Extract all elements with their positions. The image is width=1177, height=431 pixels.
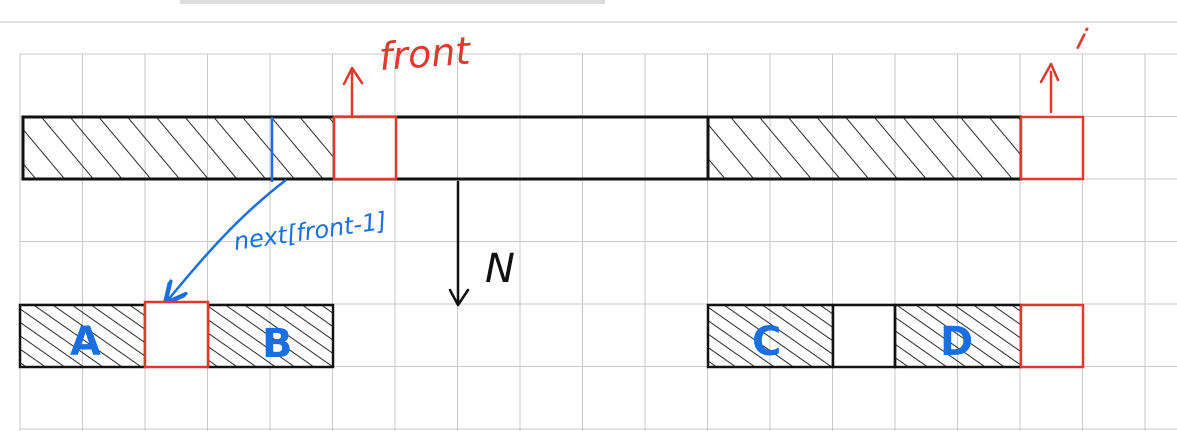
block-d	[893, 303, 1023, 369]
label-d: D	[940, 319, 973, 365]
label-b: B	[262, 321, 293, 367]
top-array-bar	[21, 115, 1085, 182]
bottom-right-group: C D	[706, 303, 1085, 369]
i-label: i	[1073, 22, 1091, 58]
block-c	[706, 303, 835, 369]
label-a: A	[70, 319, 101, 365]
front-cell	[332, 115, 398, 181]
empty-cell	[831, 303, 897, 369]
front-arrow	[342, 66, 364, 119]
n-arrow	[448, 180, 470, 307]
i-cell	[1019, 115, 1085, 181]
inserted-cell	[143, 300, 210, 369]
toolbar-remnant	[180, 0, 605, 4]
grid-lines	[19, 53, 1177, 431]
next-expression-label: next[front-1]	[232, 207, 388, 256]
top-right-hatched-region	[708, 117, 1021, 179]
next-arrow	[168, 179, 287, 300]
i-arrow	[1039, 62, 1060, 114]
top-left-hatched-region	[23, 117, 334, 179]
end-cell	[1019, 303, 1085, 369]
bottom-left-group: A B	[18, 300, 335, 369]
front-label: front	[378, 29, 474, 79]
label-c: C	[752, 319, 781, 365]
n-label: N	[485, 246, 515, 292]
